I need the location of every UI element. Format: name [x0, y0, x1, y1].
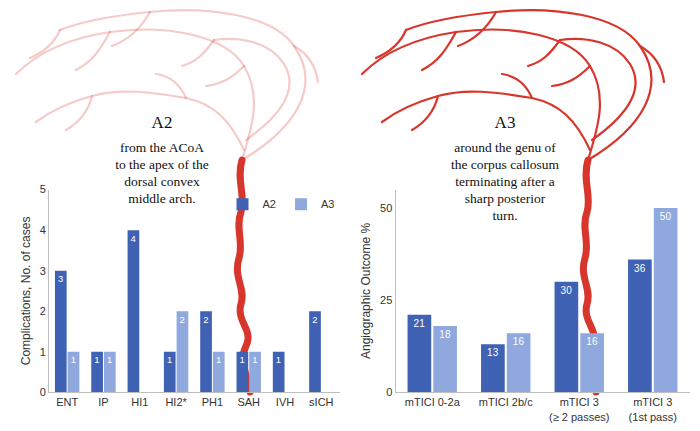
svg-text:5: 5 [40, 183, 46, 195]
svg-text:16: 16 [513, 336, 525, 347]
svg-text:30: 30 [561, 285, 573, 296]
svg-text:mTICI 3(≥ 2 passes): mTICI 3(≥ 2 passes) [549, 396, 609, 422]
svg-text:0: 0 [40, 386, 46, 398]
svg-text:3: 3 [58, 273, 63, 284]
svg-text:2: 2 [40, 305, 46, 317]
svg-text:1: 1 [216, 354, 221, 365]
svg-text:SAH: SAH [237, 396, 260, 408]
svg-text:the corpus callosum: the corpus callosum [451, 157, 559, 172]
svg-text:A3: A3 [321, 198, 334, 210]
svg-text:1: 1 [40, 346, 46, 358]
svg-text:HI2*: HI2* [165, 396, 187, 408]
svg-text:50: 50 [660, 211, 672, 222]
svg-text:16: 16 [586, 336, 598, 347]
svg-text:2: 2 [312, 314, 317, 325]
svg-text:middle arch.: middle arch. [128, 191, 195, 206]
svg-text:dorsal convex: dorsal convex [124, 174, 200, 189]
svg-text:3: 3 [40, 265, 46, 277]
svg-text:50: 50 [380, 202, 392, 214]
svg-text:Angiographic Outcome %: Angiographic Outcome % [359, 223, 373, 359]
svg-text:2: 2 [203, 314, 208, 325]
svg-text:18: 18 [439, 329, 451, 340]
svg-text:1: 1 [240, 354, 245, 365]
svg-text:from the ACoA: from the ACoA [120, 140, 204, 155]
svg-text:sharp posterior: sharp posterior [465, 191, 546, 206]
svg-text:1: 1 [94, 354, 99, 365]
svg-text:ENT: ENT [56, 396, 78, 408]
svg-text:IP: IP [98, 396, 108, 408]
svg-text:0: 0 [386, 386, 392, 398]
svg-text:4: 4 [40, 224, 46, 236]
svg-text:sICH: sICH [309, 396, 334, 408]
svg-text:A3: A3 [495, 113, 516, 132]
svg-text:1: 1 [167, 354, 172, 365]
svg-text:1: 1 [252, 354, 257, 365]
svg-text:Complications, No. of cases: Complications, No. of cases [19, 217, 33, 366]
svg-text:2: 2 [180, 314, 185, 325]
svg-text:25: 25 [380, 294, 392, 306]
svg-text:21: 21 [414, 318, 426, 329]
svg-text:HI1: HI1 [131, 396, 148, 408]
svg-text:1: 1 [276, 354, 281, 365]
svg-text:mTICI 2b/c: mTICI 2b/c [479, 396, 533, 408]
svg-text:turn.: turn. [492, 208, 517, 223]
svg-text:1: 1 [107, 354, 112, 365]
svg-text:PH1: PH1 [202, 396, 223, 408]
svg-text:A2: A2 [263, 198, 276, 210]
svg-text:mTICI 3(1st pass): mTICI 3(1st pass) [629, 396, 677, 422]
svg-text:1: 1 [71, 354, 76, 365]
svg-text:36: 36 [634, 263, 646, 274]
svg-text:IVH: IVH [276, 396, 294, 408]
svg-text:mTICI 0-2a: mTICI 0-2a [405, 396, 461, 408]
svg-text:to the apex of the: to the apex of the [115, 157, 209, 172]
svg-text:terminating after a: terminating after a [455, 174, 555, 189]
svg-text:4: 4 [131, 233, 136, 244]
svg-text:around the genu of: around the genu of [454, 140, 556, 155]
svg-text:A2: A2 [152, 113, 173, 132]
svg-text:13: 13 [487, 347, 499, 358]
